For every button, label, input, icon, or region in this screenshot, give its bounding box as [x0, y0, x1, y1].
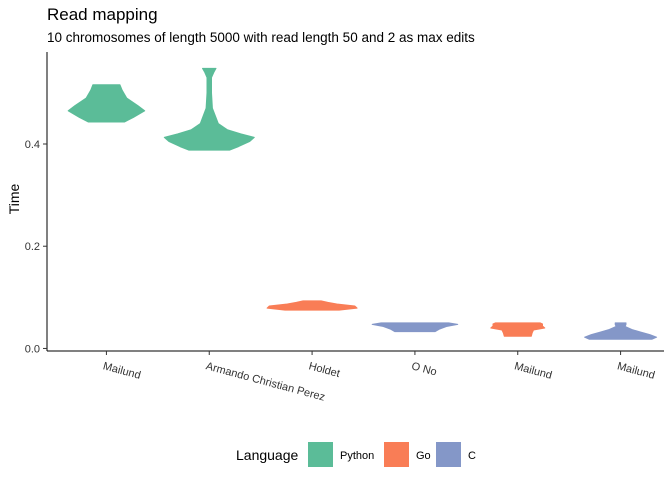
x-tick-label: O No	[410, 360, 438, 378]
legend-label-go: Go	[416, 450, 431, 462]
y-axis-title: Time	[6, 183, 22, 214]
y-tick-label: 0.4	[25, 139, 40, 151]
chart-title: Read mapping	[47, 5, 158, 24]
legend-swatch-python	[308, 442, 333, 467]
x-tick-label: Mailund	[616, 360, 656, 382]
y-ticks: 0.0 0.2 0.4	[25, 139, 47, 355]
violin-layer	[67, 67, 658, 340]
violin-go	[490, 322, 546, 337]
x-tick-label: Holdet	[307, 360, 341, 380]
violin-c	[371, 322, 459, 333]
legend-title: Language	[236, 447, 299, 463]
violin-python	[163, 67, 255, 151]
y-tick-label: 0.2	[25, 241, 40, 253]
legend-swatch-c	[436, 442, 461, 467]
violin-python	[67, 84, 146, 123]
legend-label-python: Python	[340, 450, 374, 462]
violin-go	[266, 300, 358, 311]
legend: Language Python Go C	[236, 442, 476, 467]
x-tick-label: Mailund	[102, 360, 142, 382]
x-tick-label: Mailund	[513, 360, 553, 382]
violin-c	[584, 322, 658, 340]
chart-subtitle: 10 chromosomes of length 5000 with read …	[47, 30, 475, 45]
legend-swatch-go	[384, 442, 409, 467]
y-tick-label: 0.0	[25, 343, 40, 355]
legend-label-c: C	[468, 450, 476, 462]
